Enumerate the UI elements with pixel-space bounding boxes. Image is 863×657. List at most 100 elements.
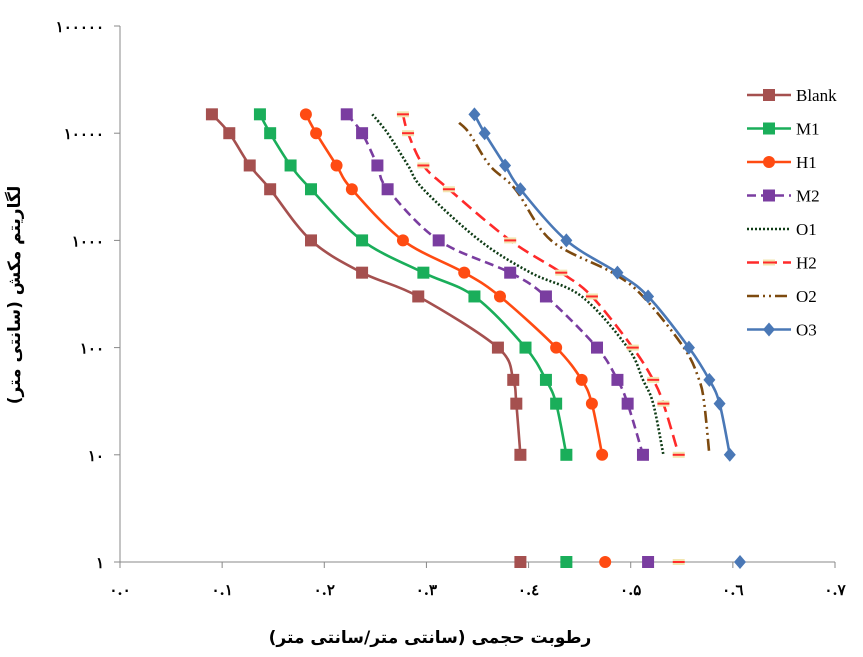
legend: Blank M1 H1 M2 O1 H2 O2 O3 <box>747 86 837 340</box>
data-point <box>468 290 481 303</box>
legend-item-o2: O2 <box>747 287 817 306</box>
data-point <box>507 373 520 386</box>
legend-item-blank: Blank <box>747 86 837 105</box>
x-tick-label: ۰.۰ <box>109 581 130 599</box>
data-point-suction-1 <box>560 556 573 568</box>
x-tick-label: ۰.۲ <box>314 581 335 599</box>
data-point <box>356 234 369 247</box>
series-h2 <box>396 111 685 565</box>
legend-swatch-marker <box>763 189 775 202</box>
series-blank <box>205 108 527 568</box>
data-point-suction-1 <box>642 556 655 568</box>
data-point <box>305 234 318 247</box>
y-tick-label: ۱۰۰۰۰۰ <box>56 18 104 36</box>
data-point-suction-1 <box>734 555 747 569</box>
data-point <box>478 126 491 141</box>
data-point <box>371 159 384 172</box>
data-point <box>539 373 552 386</box>
data-point <box>611 265 624 280</box>
data-point <box>596 448 609 461</box>
data-point <box>611 373 624 386</box>
data-point <box>682 340 695 355</box>
data-point <box>499 158 512 173</box>
y-tick-label: ۱ <box>96 554 104 572</box>
data-point <box>550 341 563 354</box>
x-axis-ticks: ۰.۰ ۰.۱ ۰.۲ ۰.۳ ۰.٤ ۰.۵ ۰.٦ ۰.۷ <box>109 562 847 599</box>
data-point-suction-1 <box>514 556 527 568</box>
x-tick-label: ۰.٤ <box>518 581 539 599</box>
data-point <box>504 237 517 244</box>
data-point <box>381 183 394 196</box>
data-point <box>284 159 297 172</box>
data-point <box>264 183 277 196</box>
data-point <box>442 186 455 193</box>
data-point <box>305 183 318 196</box>
y-tick-label: ۱۰۰۰۰ <box>64 125 104 143</box>
data-point <box>468 107 481 122</box>
data-point <box>642 289 655 304</box>
x-tick-label: ۰.۳ <box>416 581 437 599</box>
data-point <box>647 376 660 383</box>
data-point <box>402 130 415 137</box>
data-point <box>345 183 358 196</box>
x-tick-label: ۰.۵ <box>620 581 641 599</box>
data-point <box>340 108 353 121</box>
data-point <box>672 451 685 458</box>
data-point <box>412 290 425 303</box>
data-point <box>626 344 639 351</box>
data-point <box>356 266 369 279</box>
data-point <box>417 162 430 169</box>
data-point <box>223 127 236 140</box>
data-point <box>621 397 634 410</box>
x-axis-title: رطوبت حجمی (سانتی متر/سانتی متر) <box>269 628 592 648</box>
data-point <box>713 396 726 411</box>
legend-swatch-marker <box>763 322 775 337</box>
series-layer <box>205 107 747 569</box>
legend-label: O2 <box>796 287 817 306</box>
legend-label: O1 <box>796 220 817 239</box>
data-point <box>514 448 527 461</box>
data-point <box>539 290 552 303</box>
series-line <box>371 113 665 456</box>
data-point <box>723 447 736 462</box>
data-point-suction-1 <box>672 559 685 565</box>
x-tick-label: ۰.٦ <box>722 581 743 599</box>
data-point <box>491 341 504 354</box>
legend-item-m2: M2 <box>747 187 820 206</box>
data-point <box>560 233 573 248</box>
data-point <box>264 127 277 140</box>
legend-label: Blank <box>796 86 837 105</box>
data-point <box>493 290 506 303</box>
series-o1 <box>371 113 665 456</box>
chart-axes <box>119 26 835 563</box>
data-point <box>396 234 409 247</box>
series-m2 <box>340 108 655 568</box>
legend-item-h1: H1 <box>747 153 817 172</box>
data-point <box>575 373 588 386</box>
data-point <box>299 108 312 121</box>
series-line <box>401 113 680 456</box>
legend-swatch-marker <box>763 89 775 101</box>
legend-item-o3: O3 <box>747 321 817 340</box>
series-line <box>210 113 522 455</box>
data-point <box>432 234 445 247</box>
data-point <box>458 266 471 279</box>
data-point <box>585 293 598 300</box>
legend-label: H2 <box>796 254 817 273</box>
data-point <box>417 266 430 279</box>
legend-swatch-marker <box>763 156 775 168</box>
data-point <box>636 448 649 461</box>
data-point <box>205 108 218 121</box>
x-tick-label: ۰.۷ <box>824 581 846 599</box>
data-point <box>243 159 256 172</box>
y-axis-ticks: ۱ ۱۰ ۱۰۰ ۱۰۰۰ ۱۰۰۰۰ ۱۰۰۰۰۰ <box>56 18 120 572</box>
legend-item-m1: M1 <box>747 120 820 139</box>
data-point <box>560 448 573 461</box>
data-point <box>703 372 716 387</box>
data-point <box>550 397 563 410</box>
y-tick-label: ۱۰۰۰ <box>72 232 104 250</box>
series-h1 <box>299 108 612 568</box>
data-point <box>330 159 343 172</box>
data-point <box>585 397 598 410</box>
